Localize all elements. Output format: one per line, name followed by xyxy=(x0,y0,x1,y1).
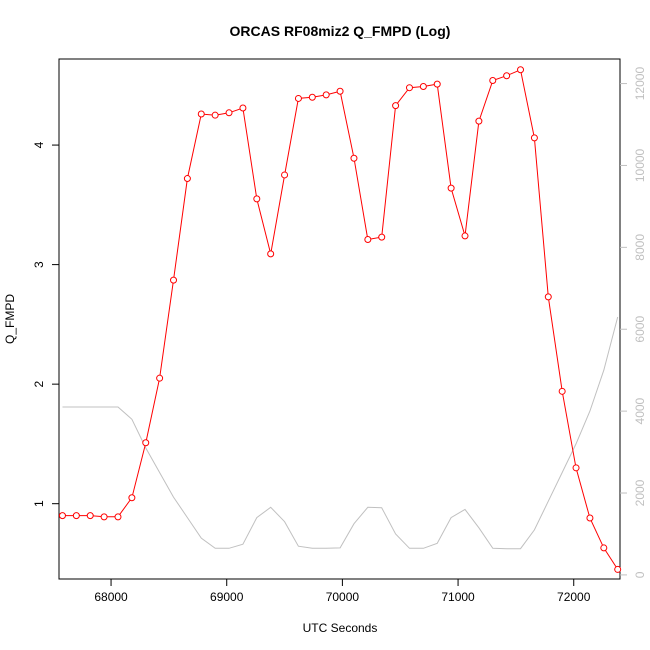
primary-series-line xyxy=(62,69,619,570)
data-point xyxy=(461,232,469,240)
y2-tick-label: 12000 xyxy=(633,67,647,101)
data-point xyxy=(558,387,566,395)
data-point xyxy=(72,512,80,520)
data-point xyxy=(433,80,441,88)
data-point xyxy=(392,102,400,110)
data-point xyxy=(156,374,164,382)
data-point xyxy=(170,276,178,284)
series-layer xyxy=(58,66,622,573)
x-tick-label: 69000 xyxy=(210,590,244,604)
data-point xyxy=(183,175,191,183)
data-point xyxy=(197,110,205,118)
y2-tick-label: 6000 xyxy=(633,316,647,343)
data-point xyxy=(364,236,372,244)
x-axis-label: UTC Seconds xyxy=(303,621,378,635)
data-point xyxy=(100,513,108,521)
y2-tick-label: 4000 xyxy=(633,397,647,424)
x-axis: 68000 69000 70000 71000 72000 xyxy=(94,579,591,604)
data-point xyxy=(253,195,261,203)
y-tick-label: 2 xyxy=(32,380,46,387)
data-point xyxy=(86,512,94,520)
data-point xyxy=(142,439,150,447)
data-point xyxy=(239,104,247,112)
data-point xyxy=(614,565,622,573)
y-axis-label: Q_FMPD xyxy=(3,294,17,344)
x-tick-label: 71000 xyxy=(441,590,475,604)
data-point xyxy=(572,464,580,472)
data-point xyxy=(419,82,427,90)
data-point xyxy=(586,514,594,522)
data-point xyxy=(114,513,122,521)
data-point xyxy=(322,91,330,99)
x-tick-label: 70000 xyxy=(326,590,360,604)
y-axis-left: 1 2 3 4 xyxy=(32,141,59,507)
chart-title: ORCAS RF08miz2 Q_FMPD (Log) xyxy=(230,23,451,39)
data-point xyxy=(600,544,608,552)
y2-tick-label: 8000 xyxy=(633,234,647,261)
y-axis-right: 0 2000 4000 6000 8000 10000 12000 xyxy=(620,67,647,578)
y2-tick-label: 2000 xyxy=(633,479,647,506)
y-tick-label: 3 xyxy=(32,261,46,268)
data-point xyxy=(267,250,275,258)
data-point xyxy=(281,171,289,179)
data-point xyxy=(378,233,386,241)
data-point xyxy=(489,77,497,85)
data-point xyxy=(350,154,358,162)
x-tick-label: 68000 xyxy=(94,590,128,604)
data-point xyxy=(336,87,344,95)
plot-frame xyxy=(58,58,621,580)
y-tick-label: 4 xyxy=(32,141,46,148)
data-point xyxy=(225,109,233,117)
data-point xyxy=(503,72,511,80)
data-point xyxy=(58,512,66,520)
data-point xyxy=(530,134,538,142)
data-point xyxy=(447,184,455,192)
y-tick-label: 1 xyxy=(32,500,46,507)
data-point xyxy=(294,94,302,102)
data-point xyxy=(308,93,316,101)
data-point xyxy=(405,84,413,92)
data-point xyxy=(128,494,136,502)
data-point xyxy=(211,111,219,119)
data-point xyxy=(544,293,552,301)
x-tick-label: 72000 xyxy=(557,590,591,604)
y2-tick-label: 10000 xyxy=(633,148,647,182)
data-point xyxy=(475,117,483,125)
y2-tick-label: 0 xyxy=(633,571,647,578)
data-point xyxy=(517,66,525,74)
secondary-series-line xyxy=(62,316,619,550)
